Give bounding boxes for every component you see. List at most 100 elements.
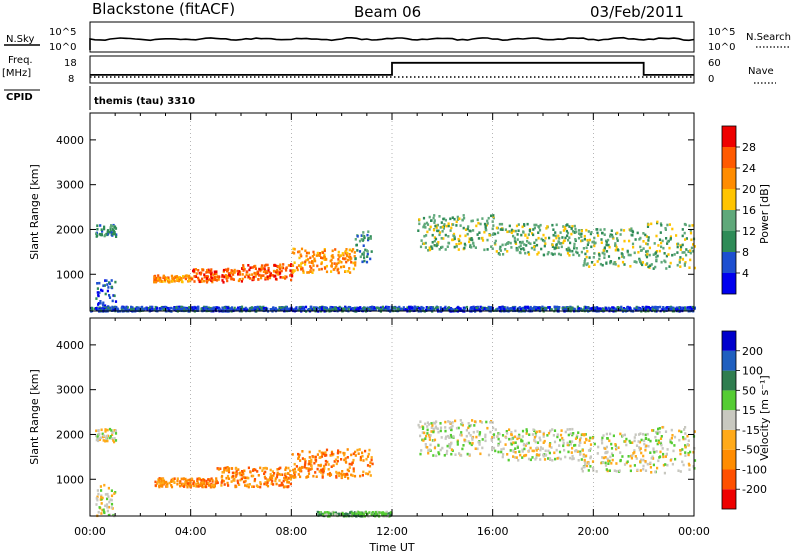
velocity-cell: [100, 502, 103, 505]
power-cell: [175, 308, 178, 311]
power-cell: [104, 304, 107, 307]
power-cell: [171, 280, 174, 283]
power-cell: [251, 266, 254, 269]
velocity-cell: [613, 469, 616, 472]
power-cell: [432, 308, 435, 312]
power-cell: [685, 248, 688, 251]
power-cell: [667, 239, 670, 243]
power-cell: [248, 268, 251, 272]
power-cell: [335, 264, 338, 268]
velocity-cell: [370, 456, 373, 459]
power-cell: [223, 306, 226, 309]
power-cell: [352, 248, 355, 251]
power-cell: [312, 264, 315, 267]
power-cell: [205, 305, 208, 309]
velocity-cell: [693, 430, 696, 433]
power-cell: [256, 270, 260, 274]
power-cell: [449, 229, 452, 232]
velocity-cell: [589, 447, 592, 451]
power-cell: [318, 268, 321, 271]
velocity-cell: [649, 439, 652, 443]
velocity-cell: [479, 452, 482, 456]
power-cell: [502, 253, 505, 256]
velocity-cell: [208, 479, 211, 483]
power-cell: [362, 251, 366, 254]
power-cell: [547, 251, 550, 254]
velocity-cell: [298, 466, 301, 470]
power-cell: [463, 246, 466, 250]
power-cell: [485, 228, 488, 232]
power-cell: [154, 274, 157, 278]
velocity-cell: [633, 436, 636, 439]
power-cell: [504, 243, 507, 246]
power-cell: [524, 309, 527, 312]
velocity-cell: [259, 485, 262, 489]
power-cell: [263, 264, 266, 267]
power-cell: [113, 232, 116, 236]
power-cell: [446, 245, 449, 248]
power-cell: [455, 224, 458, 227]
power-cell: [494, 232, 497, 236]
power-cell: [649, 264, 652, 267]
velocity-cell: [686, 443, 689, 446]
velocity-cell: [103, 483, 106, 487]
velocity-cell: [566, 428, 569, 431]
velocity-cell: [292, 475, 295, 478]
power-cell: [605, 250, 609, 253]
velocity-cell: [580, 467, 583, 471]
power-cell: [539, 223, 542, 227]
power-cell: [353, 255, 356, 258]
power-cell: [320, 267, 323, 271]
velocity-cell: [329, 473, 333, 476]
velocity-cell: [114, 432, 118, 435]
velocity-cell: [644, 437, 648, 440]
velocity-cell: [587, 469, 590, 472]
power-cell: [438, 231, 442, 234]
power-cell: [645, 255, 649, 259]
velocity-cell: [435, 420, 438, 423]
power-cell: [679, 244, 682, 247]
power-cell: [529, 307, 532, 311]
velocity-cell: [654, 470, 657, 474]
velocity-cell: [366, 472, 370, 476]
velocity-cell: [344, 473, 347, 476]
velocity-cell: [491, 448, 494, 452]
power-cell: [646, 252, 649, 256]
power-cell: [115, 307, 118, 311]
power-cell: [222, 268, 226, 272]
velocity-cell: [102, 439, 105, 442]
power-cell: [458, 217, 461, 220]
velocity-cell: [682, 437, 685, 441]
velocity-cell: [461, 423, 464, 427]
velocity-cell: [359, 474, 362, 478]
power-cell: [557, 234, 560, 238]
velocity-cell: [491, 446, 494, 449]
velocity-cell: [583, 441, 586, 444]
velocity-cell: [679, 452, 682, 456]
power-cell: [242, 264, 245, 267]
velocity-cell: [161, 481, 164, 484]
velocity-cell: [471, 438, 474, 441]
power-cell: [103, 284, 106, 287]
power-cell: [447, 306, 450, 309]
velocity-cell: [297, 457, 300, 460]
velocity-cell: [381, 511, 385, 514]
power-cell: [569, 241, 572, 245]
velocity-cell: [529, 458, 532, 462]
velocity-cell: [225, 476, 228, 480]
velocity-cell: [608, 469, 611, 472]
time-tick-label: 00:00: [74, 525, 106, 538]
velocity-cell: [420, 449, 423, 452]
velocity-cell: [95, 434, 98, 438]
velocity-cell: [448, 443, 451, 446]
power-cell: [408, 305, 411, 309]
power-cell: [210, 268, 213, 271]
power-cell: [645, 305, 648, 309]
velocity-cell: [612, 434, 615, 438]
power-cell: [389, 308, 393, 312]
power-cell: [575, 247, 578, 250]
velocity-cell: [451, 421, 454, 424]
power-cell: [651, 305, 654, 309]
power-cell: [671, 253, 674, 257]
velocity-cell: [445, 435, 448, 439]
